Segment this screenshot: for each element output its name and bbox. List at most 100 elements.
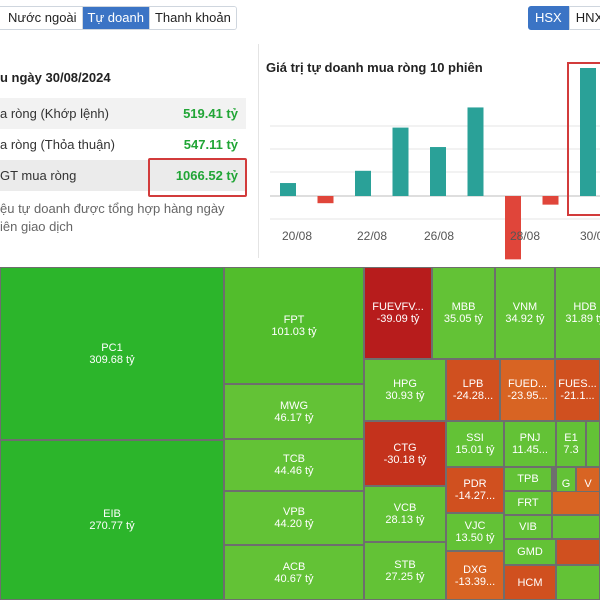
tab-hnx[interactable]: HNX <box>568 6 600 30</box>
treemap-ticker: FPT <box>283 313 305 326</box>
treemap-cell-fued[interactable]: FUED... -23.95... <box>500 359 555 421</box>
treemap-ticker: DXG <box>463 563 487 576</box>
treemap-value: 30.93 tỷ <box>385 390 425 402</box>
highlight-box-total <box>148 158 247 197</box>
treemap-cell-mbb[interactable]: MBB 35.05 tỷ <box>432 267 495 359</box>
summary-panel: u ngày 30/08/2024 a ròng (Khớp lệnh) 519… <box>0 36 258 264</box>
treemap-cell-ctg[interactable]: CTG -30.18 tỷ <box>364 421 446 486</box>
chart-canvas: 20/08 22/08 26/08 28/08 30/08 <box>270 68 600 260</box>
net-buy-chart: Giá trị tự doanh mua ròng 10 phiên 20/08… <box>262 36 600 264</box>
treemap-value: -14.27... <box>454 490 496 502</box>
treemap-value: -21.1... <box>560 390 595 402</box>
chart-x-tick-label: 30/08 <box>580 229 600 243</box>
summary-row-label: a ròng (Khớp lệnh) <box>0 106 109 121</box>
chart-x-tick-label: 20/08 <box>282 229 312 243</box>
treemap-value: 34.92 tỷ <box>505 313 545 325</box>
treemap-ticker: GMD <box>517 546 543 558</box>
treemap-ticker: TCB <box>283 453 305 465</box>
chart-bar <box>542 196 559 205</box>
treemap-ticker: FUEVFV... <box>372 301 424 313</box>
treemap-cell-vib[interactable]: VIB <box>504 515 552 539</box>
chart-x-tick-label: 28/08 <box>510 229 540 243</box>
treemap-cell-small[interactable] <box>552 491 600 515</box>
summary-row-negotiated: a ròng (Thỏa thuận) 547.11 tỷ <box>0 129 246 160</box>
treemap-cell-small[interactable] <box>552 515 600 539</box>
chart-bar <box>317 196 334 204</box>
treemap-value: 101.03 tỷ <box>271 325 317 338</box>
treemap-cell-vpb[interactable]: VPB 44.20 tỷ <box>224 491 364 545</box>
treemap-cell-vnm[interactable]: VNM 34.92 tỷ <box>495 267 555 359</box>
treemap-value: 11.45... <box>512 444 548 456</box>
treemap-ticker: HPG <box>393 378 417 390</box>
treemap-cell-lpb[interactable]: LPB -24.28... <box>446 359 500 421</box>
treemap-ticker: ACB <box>282 560 306 573</box>
treemap-ticker: MWG <box>279 399 309 412</box>
treemap-ticker: E1 <box>564 432 578 444</box>
treemap-cell-small[interactable] <box>556 565 600 600</box>
treemap-value: 44.20 tỷ <box>274 518 314 530</box>
summary-row-value: 547.11 tỷ <box>183 137 238 152</box>
summary-row-label: GT mua ròng <box>0 168 77 183</box>
treemap-cell-gmd[interactable]: GMD <box>504 539 556 565</box>
treemap-ticker: HCM <box>517 576 543 589</box>
treemap-cell-frt[interactable]: FRT <box>504 491 552 515</box>
chart-bar <box>580 68 596 196</box>
treemap-ticker: FRT <box>517 497 539 509</box>
treemap-ticker: G <box>561 478 571 490</box>
treemap-ticker: HDB <box>573 301 597 313</box>
treemap-cell-acb[interactable]: ACB 40.67 tỷ <box>224 545 364 600</box>
treemap-value: 44.46 tỷ <box>274 465 314 477</box>
chart-bar <box>280 183 296 196</box>
treemap-cell-fpt[interactable]: FPT 101.03 tỷ <box>224 267 364 384</box>
treemap-cell-pdr[interactable]: PDR -14.27... <box>446 467 504 513</box>
treemap-cell-stb[interactable]: STB 27.25 tỷ <box>364 542 446 600</box>
treemap-cell-pnj[interactable]: PNJ 11.45... <box>504 421 556 467</box>
treemap-ticker: EIB <box>103 508 121 520</box>
treemap-value: 31.89 tỷ <box>565 313 600 325</box>
treemap-cell-ssi[interactable]: SSI 15.01 tỷ <box>446 421 504 467</box>
treemap-ticker: FUES... <box>558 378 597 390</box>
panel-divider <box>258 44 259 258</box>
treemap-cell-vcb[interactable]: VCB 28.13 tỷ <box>364 486 446 542</box>
treemap-cell-small[interactable] <box>586 421 600 467</box>
treemap-cell-tcb[interactable]: TCB 44.46 tỷ <box>224 439 364 491</box>
treemap-cell-e1[interactable]: E1 7.3 <box>556 421 586 467</box>
treemap-value: 13.50 tỷ <box>455 532 495 544</box>
exchange-tabs: HSX HNX <box>528 6 600 30</box>
treemap-value: 46.17 tỷ <box>274 411 314 424</box>
treemap-cell-hcm[interactable]: HCM <box>504 565 556 600</box>
tab-hsx[interactable]: HSX <box>528 6 569 30</box>
treemap-value: 35.05 tỷ <box>443 313 484 325</box>
summary-note-line: ệu tự doanh được tổng hợp hàng ngày <box>0 201 225 216</box>
highlight-box-last-bar <box>567 62 600 216</box>
treemap-cell-fuevfv[interactable]: FUEVFV... -39.09 tỷ <box>364 267 432 359</box>
treemap-ticker: VCB <box>393 502 417 514</box>
treemap-cell-dxg[interactable]: DXG -13.39... <box>446 551 504 600</box>
treemap-cell-mwg[interactable]: MWG 46.17 tỷ <box>224 384 364 439</box>
treemap: PC1 309.68 tỷ EIB 270.77 tỷ FPT 101.03 tỷ MWG 4… <box>0 267 600 600</box>
treemap-cell-vjc[interactable]: VJC 13.50 tỷ <box>446 513 504 551</box>
treemap-ticker: PDR <box>463 478 487 490</box>
treemap-ticker: VJC <box>464 520 486 532</box>
chart-bar <box>355 170 371 196</box>
chart-x-tick-label: 22/08 <box>357 229 387 243</box>
chart-bar <box>467 107 484 196</box>
treemap-ticker: VPB <box>282 506 305 518</box>
treemap-cell-eib[interactable]: EIB 270.77 tỷ <box>0 440 224 600</box>
treemap-cell-pc1[interactable]: PC1 309.68 tỷ <box>0 267 224 440</box>
treemap-ticker: MBB <box>451 301 476 313</box>
treemap-value: 270.77 tỷ <box>89 520 135 532</box>
tab-liquidity[interactable]: Thanh khoản <box>148 7 236 29</box>
tab-foreign[interactable]: Nước ngoài <box>0 7 82 29</box>
treemap-cell-tpb[interactable]: TPB <box>504 467 552 491</box>
treemap-cell-hpg[interactable]: HPG 30.93 tỷ <box>364 359 446 421</box>
summary-title: u ngày 30/08/2024 <box>0 70 111 85</box>
summary-row-value: 1066.52 tỷ <box>175 168 238 183</box>
treemap-cell-small[interactable] <box>556 539 600 565</box>
tab-proprietary[interactable]: Tự doanh <box>81 7 149 29</box>
summary-note-line: iên giao dịch <box>0 219 73 234</box>
treemap-cell-fues[interactable]: FUES... -21.1... <box>555 359 600 421</box>
chart-x-tick-label: 26/08 <box>424 229 454 243</box>
treemap-ticker: V <box>584 478 592 490</box>
